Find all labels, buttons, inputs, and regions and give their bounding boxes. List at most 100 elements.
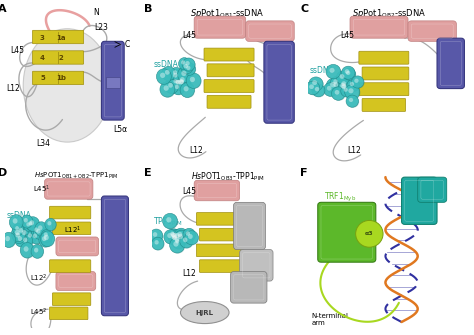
Circle shape (10, 215, 24, 230)
FancyBboxPatch shape (196, 213, 244, 225)
FancyBboxPatch shape (32, 71, 83, 85)
Circle shape (160, 82, 175, 97)
Circle shape (175, 237, 180, 242)
Circle shape (166, 217, 172, 222)
Circle shape (32, 245, 44, 259)
Circle shape (337, 71, 351, 85)
Circle shape (173, 241, 179, 247)
Circle shape (44, 232, 48, 237)
FancyBboxPatch shape (49, 307, 88, 320)
Circle shape (150, 229, 163, 243)
Circle shape (39, 233, 52, 247)
Circle shape (168, 83, 173, 88)
FancyBboxPatch shape (418, 177, 447, 202)
Circle shape (21, 243, 35, 259)
Circle shape (172, 234, 185, 248)
Circle shape (16, 225, 29, 239)
Circle shape (2, 233, 16, 248)
Circle shape (333, 79, 338, 84)
Circle shape (171, 229, 186, 245)
Circle shape (175, 80, 180, 84)
Circle shape (174, 229, 189, 244)
Circle shape (331, 87, 345, 100)
Circle shape (31, 231, 43, 245)
Text: TRF1$_{\mathregular{Myb}}$: TRF1$_{\mathregular{Myb}}$ (324, 191, 356, 204)
Circle shape (181, 235, 193, 249)
Circle shape (25, 230, 36, 243)
Circle shape (164, 230, 178, 245)
Circle shape (169, 232, 181, 245)
Circle shape (13, 218, 18, 224)
Text: ssDNA: ssDNA (6, 211, 31, 220)
Circle shape (170, 67, 182, 80)
Circle shape (327, 86, 332, 91)
Circle shape (155, 240, 159, 245)
Circle shape (30, 230, 42, 244)
Circle shape (15, 233, 27, 247)
Circle shape (175, 84, 179, 89)
Text: L12: L12 (182, 269, 196, 278)
Circle shape (172, 233, 177, 239)
Text: L45: L45 (340, 31, 355, 40)
Circle shape (175, 239, 180, 244)
Text: L45$^{\mathregular{2}}$: L45$^{\mathregular{2}}$ (30, 307, 48, 318)
FancyBboxPatch shape (204, 48, 254, 61)
FancyBboxPatch shape (52, 222, 91, 234)
Circle shape (312, 84, 325, 97)
Circle shape (350, 82, 354, 86)
Circle shape (46, 219, 57, 231)
Circle shape (185, 231, 199, 246)
Circle shape (178, 79, 183, 84)
Circle shape (186, 231, 190, 236)
Circle shape (180, 234, 193, 248)
Text: α2: α2 (324, 213, 334, 219)
Circle shape (183, 238, 188, 242)
Circle shape (341, 85, 354, 97)
Circle shape (172, 230, 186, 245)
Circle shape (173, 237, 185, 250)
Circle shape (346, 71, 350, 75)
Text: L12: L12 (190, 146, 203, 155)
Circle shape (173, 235, 177, 240)
Text: C: C (124, 40, 129, 49)
Circle shape (173, 82, 185, 95)
Circle shape (188, 234, 193, 239)
Circle shape (172, 77, 183, 89)
Circle shape (184, 64, 196, 76)
Circle shape (327, 65, 341, 79)
Circle shape (168, 229, 183, 245)
Ellipse shape (181, 302, 229, 324)
Circle shape (178, 67, 192, 82)
Circle shape (330, 76, 343, 89)
FancyBboxPatch shape (408, 21, 456, 41)
Circle shape (26, 217, 39, 231)
FancyBboxPatch shape (240, 250, 273, 281)
Circle shape (354, 79, 359, 83)
Circle shape (164, 229, 178, 244)
Text: $\it{Sp}$Pot1$_{\mathregular{OB2}}$-ssDNA: $\it{Sp}$Pot1$_{\mathregular{OB2}}$-ssDN… (352, 7, 426, 20)
Circle shape (346, 95, 358, 107)
Circle shape (5, 236, 10, 241)
Circle shape (339, 74, 345, 79)
Circle shape (175, 231, 190, 246)
Circle shape (333, 82, 338, 87)
Circle shape (187, 74, 201, 89)
Circle shape (345, 85, 360, 99)
FancyBboxPatch shape (52, 293, 91, 306)
FancyBboxPatch shape (56, 237, 99, 256)
Circle shape (34, 248, 38, 253)
Circle shape (15, 233, 28, 248)
Text: L12: L12 (347, 146, 361, 155)
Text: TRF1$_{\mathregular{Myb}}$: TRF1$_{\mathregular{Myb}}$ (408, 177, 440, 190)
Circle shape (171, 70, 184, 84)
FancyBboxPatch shape (246, 21, 294, 41)
Circle shape (26, 218, 37, 231)
Circle shape (168, 229, 179, 241)
FancyBboxPatch shape (32, 51, 83, 64)
Text: F: F (300, 168, 308, 178)
Circle shape (164, 85, 169, 91)
Circle shape (160, 73, 165, 78)
Circle shape (21, 235, 33, 249)
Circle shape (33, 226, 46, 239)
Circle shape (338, 78, 352, 92)
